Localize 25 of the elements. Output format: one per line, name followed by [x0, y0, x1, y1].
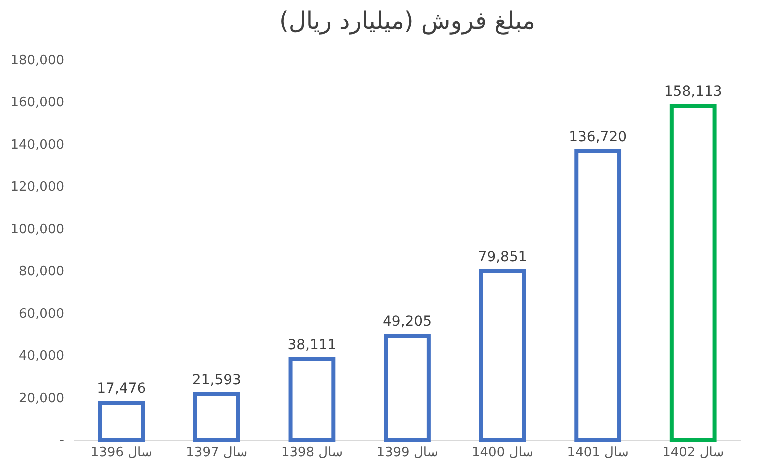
x-tick-label: سال 1402: [662, 446, 724, 460]
chart-title: مبلغ فروش (میلیارد ریال): [280, 7, 536, 35]
y-tick-label: 40,000: [19, 349, 64, 364]
y-tick-label: 120,000: [10, 180, 64, 196]
y-tick-label: 20,000: [19, 391, 64, 406]
x-tick-label: سال 1399: [376, 446, 438, 460]
x-tick-label: سال 1397: [186, 446, 248, 460]
data-label: 79,851: [478, 249, 528, 266]
y-tick-label: 60,000: [19, 306, 64, 322]
data-label: 49,205: [383, 314, 432, 330]
data-label: 17,476: [97, 381, 146, 398]
x-tick-label: سال 1401: [567, 446, 629, 460]
data-label: 158,113: [664, 84, 722, 100]
y-tick-label: 80,000: [19, 264, 64, 280]
data-label: 136,720: [569, 129, 628, 146]
y-tick-label: 180,000: [10, 54, 64, 68]
x-tick-label: سال 1396: [90, 446, 152, 460]
data-label: 21,593: [192, 372, 242, 388]
x-tick-label: سال 1400: [472, 446, 534, 460]
x-tick-label: سال 1398: [281, 446, 343, 460]
y-tick-label: 140,000: [10, 138, 64, 153]
data-label: 38,111: [288, 338, 337, 354]
y-tick-label: 100,000: [10, 222, 64, 238]
y-tick-label: -: [60, 434, 65, 448]
y-tick-label: 160,000: [10, 96, 64, 111]
